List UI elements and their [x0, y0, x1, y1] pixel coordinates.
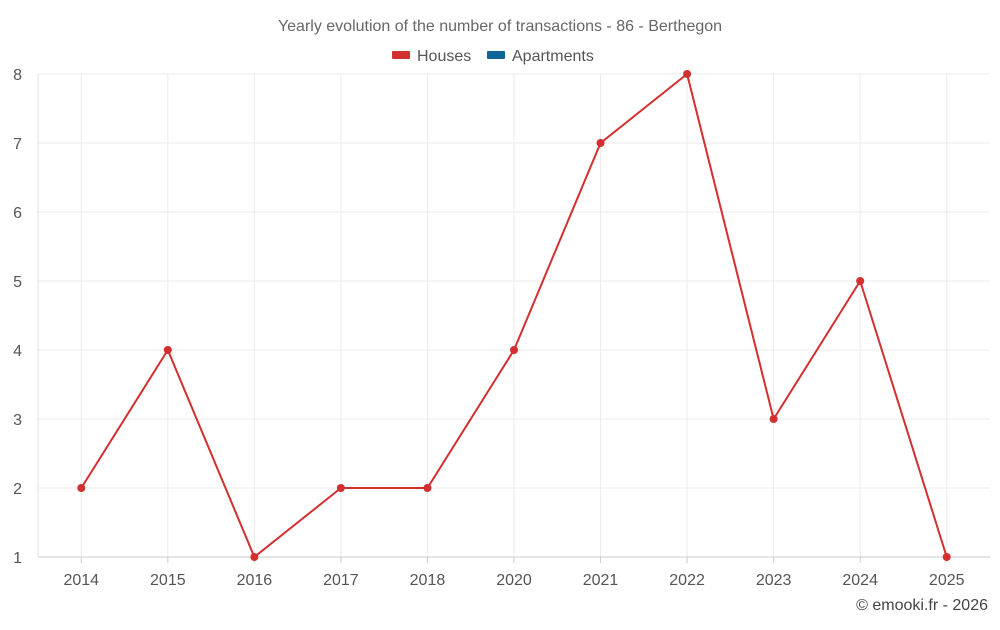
x-tick-label: 2015 — [150, 572, 186, 589]
y-tick-label: 6 — [13, 205, 22, 222]
data-point-houses[interactable] — [77, 484, 86, 492]
y-tick-label: 5 — [13, 274, 22, 291]
legend: Houses Apartments — [392, 48, 594, 65]
y-tick-label: 4 — [13, 343, 22, 360]
data-point-houses[interactable] — [163, 346, 172, 354]
credit-text: © emooki.fr - 2026 — [856, 597, 988, 614]
x-axis-ticks: 2014 2015 2016 2017 2018 2020 2021 2022 2023 2024… — [63, 572, 964, 589]
x-tick-label: 2021 — [583, 572, 619, 589]
y-axis-ticks: 1 2 3 4 5 6 7 8 — [13, 67, 22, 567]
grid — [38, 73, 990, 557]
data-point-houses[interactable] — [250, 553, 259, 561]
y-tick-label: 7 — [13, 136, 22, 153]
data-point-houses[interactable] — [596, 139, 605, 147]
chart-title: Yearly evolution of the number of transa… — [278, 18, 722, 35]
legend-item-apartments[interactable]: Apartments — [487, 48, 594, 65]
x-tick-label: 2016 — [237, 572, 273, 589]
data-point-houses[interactable] — [683, 70, 692, 78]
y-tick-label: 3 — [13, 412, 22, 429]
y-tick-label: 8 — [13, 67, 22, 84]
x-tick-label: 2023 — [756, 572, 792, 589]
legend-swatch-apartments — [487, 51, 505, 59]
legend-item-houses[interactable]: Houses — [392, 48, 471, 65]
data-point-houses[interactable] — [856, 277, 865, 285]
data-point-houses[interactable] — [942, 553, 951, 561]
data-point-houses[interactable] — [769, 415, 778, 423]
legend-label-apartments: Apartments — [512, 48, 594, 65]
data-point-houses[interactable] — [510, 346, 518, 354]
x-tick-label: 2025 — [929, 572, 965, 589]
data-point-houses[interactable] — [336, 484, 345, 492]
y-tick-label: 2 — [13, 481, 22, 498]
x-tick-label: 2018 — [410, 572, 446, 589]
x-tick-label: 2014 — [63, 572, 99, 589]
x-tick-label: 2017 — [323, 572, 359, 589]
x-tick-label: 2024 — [842, 572, 878, 589]
axes — [37, 74, 990, 563]
data-point-houses[interactable] — [423, 484, 432, 492]
series-layer — [77, 70, 951, 561]
x-tick-label: 2020 — [496, 572, 532, 589]
legend-label-houses: Houses — [417, 48, 471, 65]
x-tick-label: 2022 — [669, 572, 705, 589]
legend-swatch-houses — [392, 51, 410, 59]
y-tick-label: 1 — [13, 550, 22, 567]
